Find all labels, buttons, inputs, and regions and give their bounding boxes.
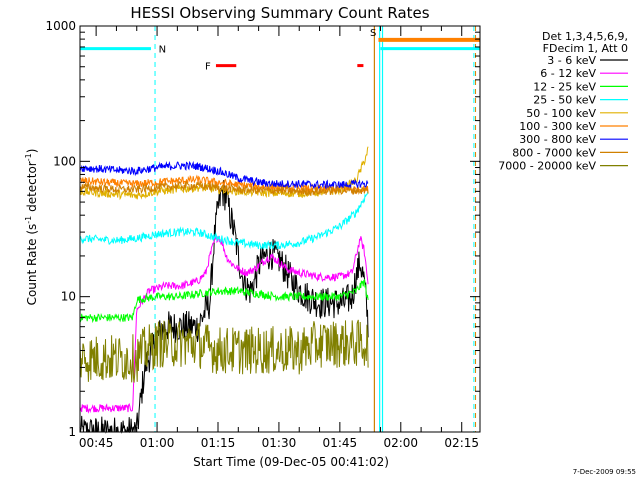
marker-n: N — [159, 45, 166, 56]
legend-label-6-12-kev: 6 - 12 keV — [540, 67, 596, 80]
y-axis-label-sup1: -1 — [24, 216, 33, 224]
legend-header-line-2: FDecim 1, Att 0 — [543, 42, 628, 55]
series-300-800-kev-line — [79, 160, 369, 190]
x-tick-label: 01:15 — [201, 436, 236, 450]
plot-series — [79, 146, 369, 434]
x-tick-label: 00:45 — [79, 436, 114, 450]
series-25-50-kev-line — [79, 191, 369, 250]
plot-axes — [79, 25, 481, 433]
series-12-25-kev-line — [79, 278, 369, 324]
legend-header-line-1: Det 1,3,4,5,6,9, — [542, 30, 628, 43]
x-tick-labels: 00:45 01:00 01:15 01:30 01:45 02:00 02:15 — [79, 436, 479, 450]
y-tick-label: 1 — [68, 425, 76, 439]
chart-title: HESSI Observing Summary Count Rates — [130, 4, 429, 22]
x-tick-label: 01:30 — [262, 436, 297, 450]
marker-f: F — [205, 62, 211, 73]
plot-decorations: N F S — [80, 26, 480, 432]
legend-label-50-100-kev: 50 - 100 keV — [526, 107, 596, 120]
y-tick-label: 100 — [53, 154, 76, 168]
legend-label-800-7000-kev: 800 - 7000 keV — [512, 146, 596, 159]
y-axis-label-close: ) — [25, 149, 39, 154]
legend-label-300-800-kev: 300 - 800 keV — [519, 133, 596, 146]
legend-label-7000-20000-kev: 7000 - 20000 keV — [498, 160, 596, 173]
timestamp-stamp: 7-Dec-2009 09:55 — [573, 468, 636, 476]
legend-label-12-25-kev: 12 - 25 keV — [533, 80, 596, 93]
y-axis-label-sup2: -1 — [24, 153, 33, 161]
series-7000-20000-kev-line — [79, 319, 369, 383]
legend-label-3-6-kev: 3 - 6 keV — [547, 54, 596, 67]
y-tick-label: 10 — [61, 290, 76, 304]
legend-label-100-300-kev: 100 - 300 keV — [519, 120, 596, 133]
plot-frame — [79, 25, 481, 433]
x-tick-label: 01:00 — [140, 436, 175, 450]
x-axis-label: Start Time (09-Dec-05 00:41:02) — [193, 455, 389, 469]
y-tick-label: 1000 — [45, 19, 76, 33]
x-tick-label: 02:00 — [383, 436, 418, 450]
legend-label-25-50-kev: 25 - 50 keV — [533, 94, 596, 107]
y-axis-label-mid: detector — [25, 161, 39, 216]
y-axis-label: Count Rate (s-1 detector-1) — [24, 149, 39, 306]
x-tick-label: 02:15 — [444, 436, 479, 450]
y-axis-label-main: Count Rate (s — [25, 224, 39, 306]
x-tick-label: 01:45 — [323, 436, 358, 450]
series-6-12-kev-line — [79, 235, 369, 414]
series-3-6-kev-line — [79, 180, 369, 434]
marker-s: S — [370, 28, 376, 39]
series-800-7000-kev-line — [79, 180, 369, 197]
y-tick-labels: 1 10 100 1000 — [45, 19, 76, 439]
